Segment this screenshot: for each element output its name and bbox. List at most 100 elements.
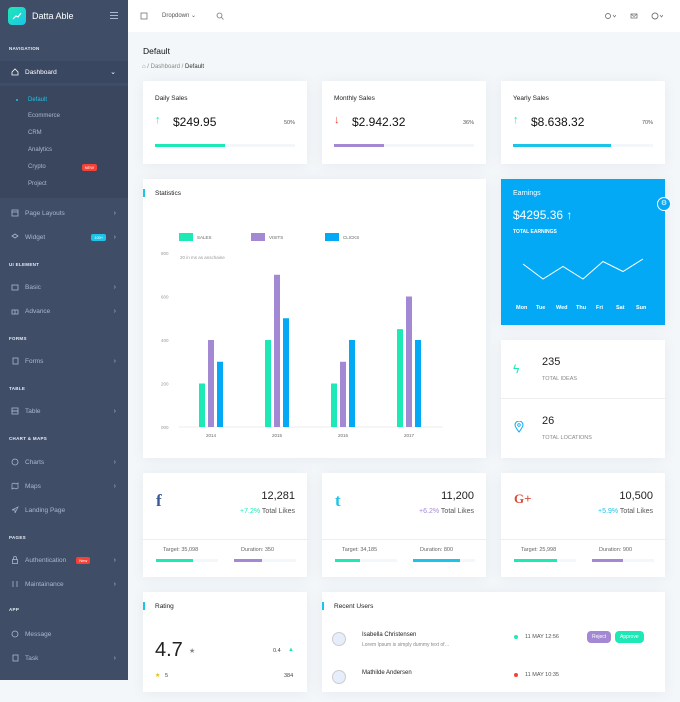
topbar: Dropdown ⌄ <box>128 0 680 32</box>
user-date: 11 MAY 12:56 <box>525 634 559 640</box>
breadcrumb-default: Default <box>185 64 205 70</box>
map-pin-icon <box>514 421 524 433</box>
caption-app: APP <box>9 607 20 612</box>
sales-title: Monthly Sales <box>334 95 375 102</box>
bar <box>199 383 205 427</box>
sidebar-item-forms[interactable]: Forms › <box>0 350 128 372</box>
menu-toggle-icon[interactable] <box>110 12 118 21</box>
legend-label: CLICKS <box>343 235 359 240</box>
breadcrumb-dashboard[interactable]: Dashboard <box>150 64 180 70</box>
target-label: Target: 34,185 <box>342 547 378 553</box>
sidebar-item-dashboard[interactable]: Dashboard ⌄ <box>0 61 128 83</box>
bar <box>340 361 346 427</box>
sidebar-item-basic[interactable]: Basic › <box>0 276 128 298</box>
sidebar-item-advance[interactable]: Advance › <box>0 300 128 322</box>
reject-button[interactable]: Reject <box>587 631 612 643</box>
earnings-line <box>522 258 644 280</box>
star-small-icon: ★ <box>155 673 161 679</box>
submenu-label: Analytics <box>28 147 53 153</box>
rating-card: Rating 4.7 ★ 0.4 ▲ ★ 5 384 <box>143 592 307 692</box>
star-icon: ★ <box>189 648 196 655</box>
sidebar-label: Table <box>25 407 41 415</box>
bar <box>406 296 412 427</box>
ideas-label: TOTAL IDEAS <box>542 376 578 382</box>
submenu-item-default[interactable]: Default <box>0 92 128 108</box>
fullscreen-icon[interactable] <box>140 12 148 22</box>
submenu-item-ecommerce[interactable]: Ecommerce <box>0 108 128 124</box>
submenu-item-analytics[interactable]: Analytics <box>0 142 128 158</box>
submenu-item-project[interactable]: Project <box>0 176 128 192</box>
search-icon[interactable] <box>216 12 224 22</box>
chevron-right-icon: › <box>113 654 116 662</box>
chevron-right-icon: › <box>113 307 116 315</box>
card-title: Statistics <box>155 190 182 197</box>
sidebar-label: Page Layouts <box>25 209 65 217</box>
sidebar-label: Maps <box>25 482 41 490</box>
settings-gear-icon[interactable]: ⚙ <box>657 197 671 211</box>
logo[interactable]: Datta Able <box>0 0 128 32</box>
sales-amount: $2.942.32 <box>352 115 406 129</box>
x-tick-label: 2017 <box>404 433 415 438</box>
home-icon[interactable]: ⌂ <box>142 64 146 70</box>
x-tick-label: 2015 <box>272 433 283 438</box>
avatar <box>332 632 346 646</box>
legend-swatch <box>179 233 193 241</box>
duration-progress <box>234 559 296 562</box>
y-tick-label: 800 <box>161 251 169 256</box>
progress-fill <box>514 559 558 562</box>
statistics-card: Statistics 20 in ms as anschaine 800 600 4… <box>143 179 486 458</box>
sidebar-item-page-layouts[interactable]: Page Layouts › <box>0 202 128 224</box>
sidebar-label: Advance <box>25 307 51 315</box>
sidebar-item-charts[interactable]: Charts › <box>0 451 128 473</box>
dropdown-toggle[interactable]: Dropdown ⌄ <box>162 12 196 19</box>
progress-fill <box>592 559 623 562</box>
sidebar-item-maps[interactable]: Maps › <box>0 475 128 497</box>
card-title: Earnings <box>513 190 541 197</box>
card-title: Rating <box>155 603 174 610</box>
progress-fill <box>334 144 385 147</box>
divider <box>322 539 486 540</box>
progress-fill <box>155 144 225 147</box>
caption-table: TABLE <box>9 386 26 391</box>
settings-icon[interactable] <box>604 12 617 22</box>
sidebar-item-table[interactable]: Table › <box>0 400 128 422</box>
approve-button[interactable]: Approve <box>615 631 644 643</box>
sliders-icon <box>10 580 19 589</box>
y-tick-label: 600 <box>161 295 169 300</box>
sidebar-item-maintainance[interactable]: Maintainance › <box>0 573 128 595</box>
pie-chart-icon <box>10 458 19 467</box>
sidebar-item-authentication[interactable]: Authentication New › <box>0 549 128 571</box>
bar <box>349 340 355 427</box>
social-value: 12,281 <box>261 490 295 502</box>
star-count: 5 <box>165 673 169 679</box>
sales-percent: 50% <box>283 120 295 126</box>
target-label: Target: 25,998 <box>521 547 557 553</box>
sales-card: Yearly Sales ↑ $8.638.32 70% <box>501 81 665 164</box>
sidebar-item-landing-page[interactable]: Landing Page <box>0 499 128 521</box>
sidebar-label: Charts <box>25 458 45 466</box>
clipboard-icon <box>10 654 19 663</box>
legend-swatch <box>251 233 265 241</box>
submenu-item-crypto[interactable]: Crypto NEW <box>0 159 128 175</box>
home-icon <box>10 68 19 77</box>
day-label: Mon <box>516 305 528 311</box>
sidebar-item-message[interactable]: Message <box>0 623 128 645</box>
new-badge: NEW <box>81 163 98 171</box>
submenu-item-crm[interactable]: CRM <box>0 125 128 141</box>
mail-icon[interactable] <box>630 12 638 22</box>
layout-icon <box>10 209 19 218</box>
submenu-label: Project <box>28 181 47 187</box>
sales-title: Daily Sales <box>155 95 188 102</box>
sidebar-item-task[interactable]: Task › <box>0 647 128 669</box>
duration-label: Duration: 900 <box>599 547 633 553</box>
bar <box>415 340 421 427</box>
earnings-value: $4295.36 <box>513 208 564 222</box>
social-value: 10,500 <box>619 490 653 502</box>
user-settings-icon[interactable] <box>651 12 664 22</box>
submenu-label: Ecommerce <box>28 113 61 119</box>
progress-fill <box>513 144 611 147</box>
bar <box>274 274 280 427</box>
main-content: Default ⌂ / Dashboard / Default Daily Sa… <box>128 32 680 692</box>
sidebar-item-widget[interactable]: Widget 100+ › <box>0 226 128 248</box>
new-badge: New <box>76 556 91 564</box>
